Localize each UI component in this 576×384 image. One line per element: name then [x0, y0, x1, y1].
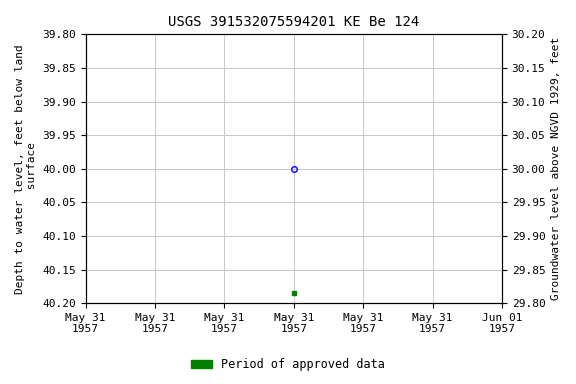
Y-axis label: Depth to water level, feet below land
 surface: Depth to water level, feet below land su… [15, 44, 37, 294]
Title: USGS 391532075594201 KE Be 124: USGS 391532075594201 KE Be 124 [168, 15, 419, 29]
Legend: Period of approved data: Period of approved data [186, 354, 390, 376]
Y-axis label: Groundwater level above NGVD 1929, feet: Groundwater level above NGVD 1929, feet [551, 37, 561, 300]
